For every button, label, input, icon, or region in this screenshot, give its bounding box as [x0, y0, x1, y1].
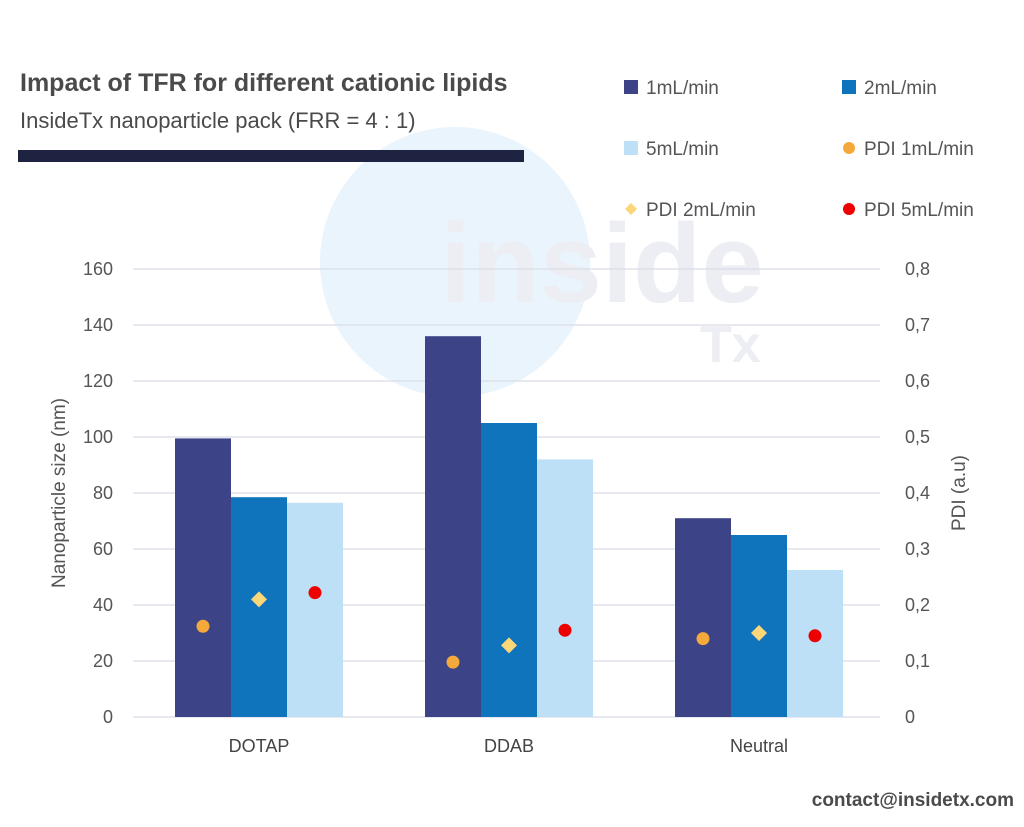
y2-tick-label: 0,1 — [905, 651, 930, 671]
watermark-logo: inside Tx — [320, 127, 764, 397]
legend-label: 2mL/min — [864, 78, 937, 99]
bar-series — [175, 336, 843, 717]
contact-email: contact@insidetx.com — [812, 790, 1014, 811]
legend: 1mL/min 2mL/min 5mL/min PDI 1mL/min PDI 2mL/… — [624, 78, 974, 221]
x-tick-label: DOTAP — [229, 736, 290, 756]
pdi-marker — [196, 619, 210, 633]
y-tick-label: 120 — [83, 371, 113, 391]
y2-tick-label: 0,6 — [905, 371, 930, 391]
pdi-marker — [751, 625, 767, 641]
legend-swatch — [624, 80, 638, 94]
y-tick-label: 60 — [93, 539, 113, 559]
bar — [675, 518, 731, 717]
watermark-circle — [320, 127, 590, 397]
watermark-subtext: Tx — [700, 316, 761, 374]
pdi-marker — [808, 629, 822, 643]
bar — [537, 459, 593, 717]
pdi-marker — [696, 632, 710, 646]
y-tick-label: 160 — [83, 259, 113, 279]
y-tick-label: 140 — [83, 315, 113, 335]
y-axis-left: 0 20 40 60 80 100 120 140 160 — [83, 259, 113, 727]
pdi-series — [196, 586, 822, 669]
pdi-marker — [501, 637, 517, 654]
y-tick-label: 100 — [83, 427, 113, 447]
watermark-text: inside — [440, 201, 764, 326]
chart-title: Impact of TFR for different cationic lip… — [20, 69, 508, 97]
y-tick-label: 80 — [93, 483, 113, 503]
bar — [175, 438, 231, 717]
bar — [425, 336, 481, 717]
y-axis-title: Nanoparticle size (nm) — [49, 398, 70, 588]
legend-swatch — [843, 203, 855, 215]
pdi-marker — [446, 655, 460, 669]
y2-tick-label: 0 — [905, 707, 915, 727]
y-tick-label: 40 — [93, 595, 113, 615]
legend-label: PDI 5mL/min — [864, 200, 974, 221]
bar — [481, 423, 537, 717]
bar — [787, 570, 843, 717]
bar — [287, 502, 343, 717]
legend-label: PDI 2mL/min — [646, 200, 756, 221]
legend-label: 1mL/min — [646, 78, 719, 99]
y2-tick-label: 0,8 — [905, 259, 930, 279]
y2-tick-label: 0,5 — [905, 427, 930, 447]
pdi-marker — [308, 586, 322, 600]
y2-axis-title: PDI (a.u) — [949, 455, 970, 531]
title-rule — [18, 150, 524, 162]
y2-tick-label: 0,2 — [905, 595, 930, 615]
chart-subtitle: InsideTx nanoparticle pack (FRR = 4 : 1) — [20, 108, 416, 133]
y2-tick-label: 0,3 — [905, 539, 930, 559]
y2-tick-label: 0,4 — [905, 483, 930, 503]
legend-swatch — [624, 141, 638, 155]
legend-swatch — [842, 80, 856, 94]
y-tick-label: 20 — [93, 651, 113, 671]
y-axis-right: 0 0,1 0,2 0,3 0,4 0,5 0,6 0,7 0,8 — [905, 259, 930, 727]
legend-label: PDI 1mL/min — [864, 139, 974, 160]
y2-tick-label: 0,7 — [905, 315, 930, 335]
legend-swatch — [625, 203, 637, 215]
legend-swatch — [843, 142, 855, 154]
pdi-marker — [251, 591, 267, 608]
x-axis: DOTAP DDAB Neutral — [229, 736, 788, 756]
pdi-marker — [558, 623, 572, 637]
legend-label: 5mL/min — [646, 139, 719, 160]
x-tick-label: Neutral — [730, 736, 788, 756]
y-tick-label: 0 — [103, 707, 113, 727]
x-tick-label: DDAB — [484, 736, 534, 756]
